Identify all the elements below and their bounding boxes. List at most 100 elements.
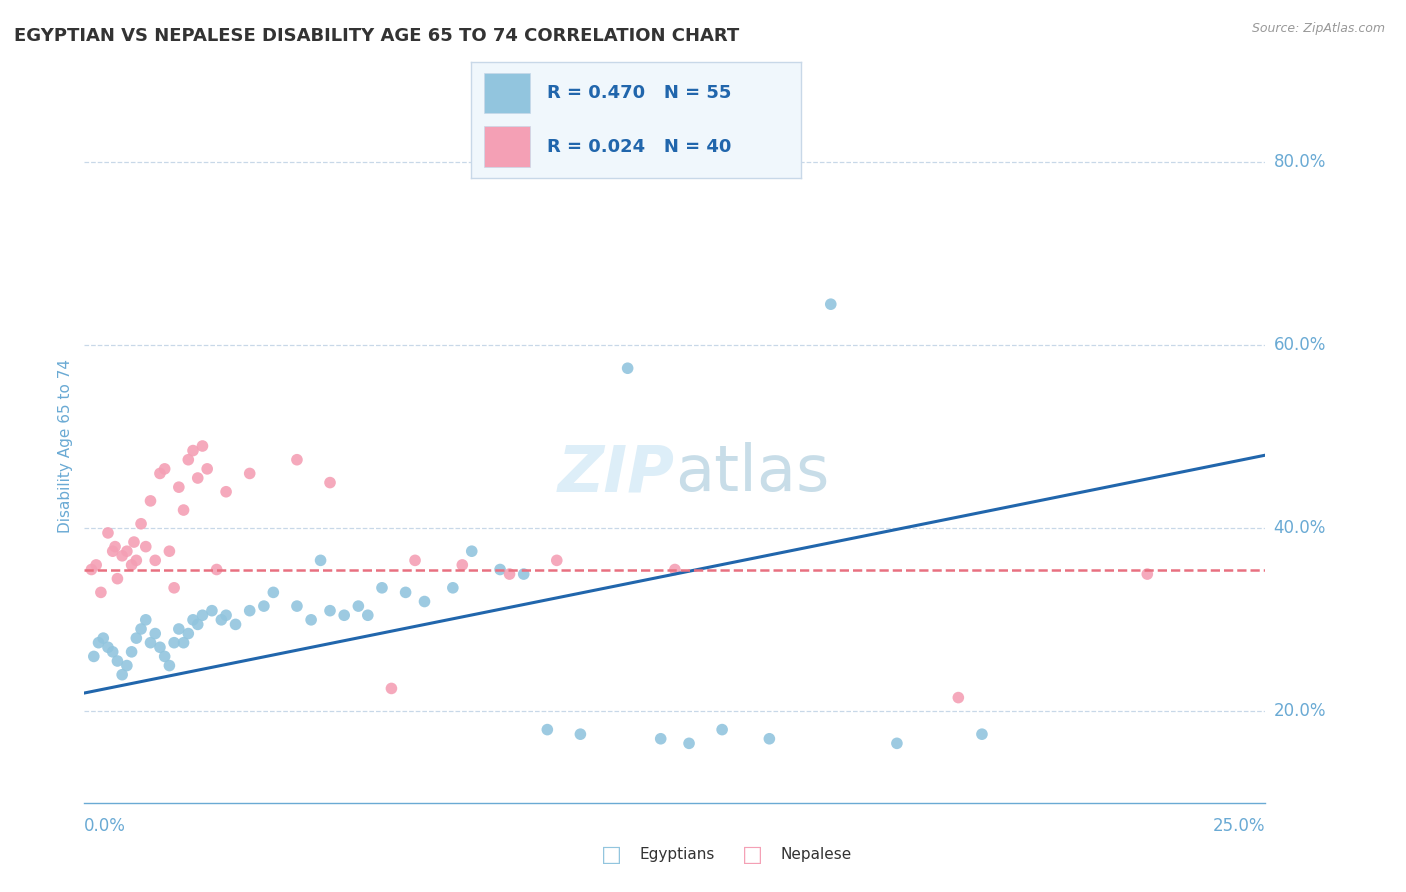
- Point: [319, 604, 342, 618]
- Point: [758, 731, 780, 746]
- Point: [115, 658, 138, 673]
- Point: [125, 553, 148, 567]
- Point: [299, 613, 322, 627]
- Point: [104, 540, 127, 554]
- Point: [149, 467, 172, 481]
- Point: [546, 553, 568, 567]
- Point: [125, 631, 148, 645]
- Text: 60.0%: 60.0%: [1274, 336, 1326, 354]
- Text: R = 0.470   N = 55: R = 0.470 N = 55: [547, 84, 731, 103]
- Point: [678, 736, 700, 750]
- Point: [139, 636, 162, 650]
- Point: [181, 443, 204, 458]
- Point: [441, 581, 464, 595]
- Text: R = 0.024   N = 40: R = 0.024 N = 40: [547, 137, 731, 155]
- Point: [404, 553, 426, 567]
- Point: [97, 525, 120, 540]
- Point: [111, 667, 134, 681]
- Point: [347, 599, 370, 613]
- Point: [139, 494, 162, 508]
- Point: [181, 613, 204, 627]
- Point: [107, 572, 129, 586]
- Point: [262, 585, 284, 599]
- Text: Nepalese: Nepalese: [780, 847, 852, 862]
- Point: [83, 649, 105, 664]
- Point: [167, 480, 190, 494]
- Point: [215, 484, 238, 499]
- Point: [129, 622, 152, 636]
- Point: [163, 636, 186, 650]
- Text: 25.0%: 25.0%: [1213, 816, 1265, 835]
- Point: [616, 361, 638, 376]
- Point: [177, 452, 200, 467]
- Point: [129, 516, 152, 531]
- Point: [820, 297, 842, 311]
- Text: □: □: [742, 845, 762, 864]
- Point: [153, 649, 176, 664]
- Point: [101, 645, 124, 659]
- Point: [153, 462, 176, 476]
- Point: [886, 736, 908, 750]
- Point: [84, 558, 107, 572]
- Point: [157, 544, 180, 558]
- Point: [536, 723, 558, 737]
- Point: [167, 622, 190, 636]
- Point: [413, 594, 436, 608]
- Point: [173, 636, 195, 650]
- Y-axis label: Disability Age 65 to 74: Disability Age 65 to 74: [58, 359, 73, 533]
- Point: [498, 567, 520, 582]
- Point: [87, 636, 110, 650]
- Point: [157, 658, 180, 673]
- Point: [101, 544, 124, 558]
- Point: [319, 475, 342, 490]
- Point: [394, 585, 416, 599]
- Text: 80.0%: 80.0%: [1274, 153, 1326, 171]
- Point: [285, 452, 308, 467]
- Point: [664, 562, 686, 576]
- Point: [209, 613, 232, 627]
- Point: [191, 439, 214, 453]
- Text: Egyptians: Egyptians: [640, 847, 716, 862]
- Point: [970, 727, 993, 741]
- Point: [149, 640, 172, 655]
- Point: [195, 462, 218, 476]
- Point: [205, 562, 228, 576]
- Point: [1136, 567, 1159, 582]
- Point: [97, 640, 120, 655]
- Text: □: □: [602, 845, 621, 864]
- Point: [173, 503, 195, 517]
- Point: [451, 558, 474, 572]
- Point: [309, 553, 332, 567]
- Point: [253, 599, 276, 613]
- Point: [650, 731, 672, 746]
- Point: [115, 544, 138, 558]
- Point: [143, 626, 166, 640]
- Point: [135, 613, 157, 627]
- Point: [711, 723, 734, 737]
- Point: [461, 544, 484, 558]
- Point: [380, 681, 402, 696]
- Point: [948, 690, 970, 705]
- Point: [135, 540, 157, 554]
- Point: [121, 558, 143, 572]
- Point: [489, 562, 512, 576]
- Point: [371, 581, 394, 595]
- Text: EGYPTIAN VS NEPALESE DISABILITY AGE 65 TO 74 CORRELATION CHART: EGYPTIAN VS NEPALESE DISABILITY AGE 65 T…: [14, 27, 740, 45]
- Text: 20.0%: 20.0%: [1274, 702, 1326, 721]
- Point: [187, 471, 209, 485]
- Point: [111, 549, 134, 563]
- Point: [512, 567, 534, 582]
- FancyBboxPatch shape: [484, 126, 530, 167]
- Point: [163, 581, 186, 595]
- Text: 40.0%: 40.0%: [1274, 519, 1326, 537]
- Point: [239, 467, 262, 481]
- Text: 0.0%: 0.0%: [84, 816, 127, 835]
- Point: [333, 608, 356, 623]
- Point: [90, 585, 112, 599]
- Point: [569, 727, 592, 741]
- Point: [225, 617, 247, 632]
- Text: ZIP: ZIP: [558, 442, 675, 505]
- Point: [91, 631, 114, 645]
- Point: [215, 608, 238, 623]
- FancyBboxPatch shape: [484, 73, 530, 113]
